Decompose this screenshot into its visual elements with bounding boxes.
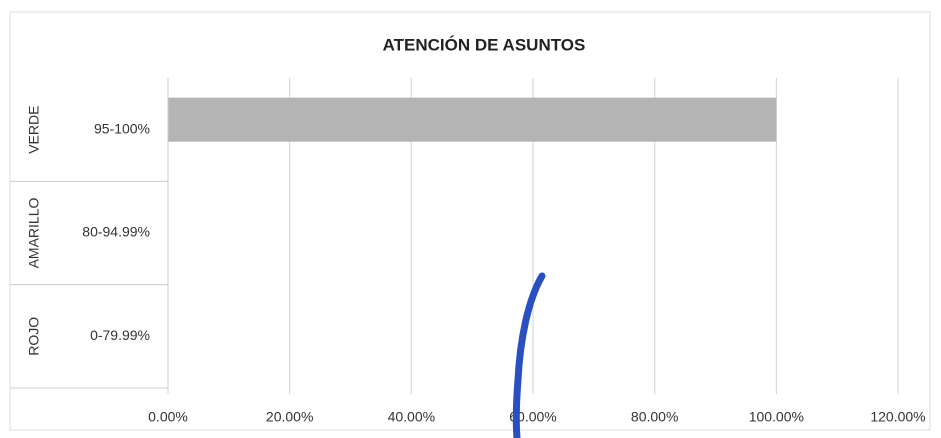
x-tick-label: 100.00% [749,409,804,425]
bar [168,97,777,142]
x-tick-label: 20.00% [266,409,313,425]
x-tick-label: 40.00% [388,409,435,425]
chart-frame [9,11,931,431]
x-tick-label: 0.00% [148,409,188,425]
x-tick-label: 60.00% [509,409,556,425]
group-label: ROJO [26,317,42,356]
group-label: VERDE [26,106,42,154]
plot-area: 0.00% 20.00% 40.00% 60.00% 80.00% 100.00% 120.… [10,78,926,425]
group-label: AMARILLO [26,197,42,268]
y-tick-label: 95-100% [94,120,150,136]
y-tick-label: 0-79.99% [90,327,150,343]
chart-title: ATENCIÓN DE ASUNTOS [383,35,586,54]
x-tick-label: 120.00% [870,409,925,425]
y-tick-label: 80-94.99% [82,224,150,240]
pen-stroke [512,272,546,438]
x-tick-label: 80.00% [631,409,678,425]
